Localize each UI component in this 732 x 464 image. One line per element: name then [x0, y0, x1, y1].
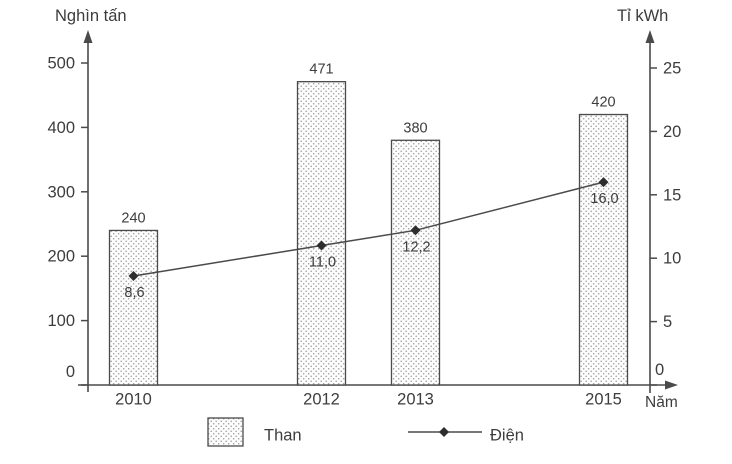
line-point-2015 — [598, 177, 609, 188]
right-axis-tick-label: 20 — [663, 123, 681, 141]
left-axis-tick-label: 200 — [47, 248, 75, 266]
line-point-label: 12,2 — [402, 239, 430, 255]
line-point-label: 16,0 — [590, 191, 618, 207]
bar-value-label: 380 — [403, 120, 427, 136]
bar-than-2010 — [108, 229, 159, 386]
bar-than-2013 — [390, 139, 441, 386]
bar-value-label: 471 — [309, 62, 333, 78]
bar-than-2012 — [296, 81, 347, 386]
right-axis-arrowhead — [645, 30, 655, 43]
right-axis-tick-label: 5 — [663, 313, 672, 331]
line-series-điện — [133, 181, 604, 277]
left-axis-tick-label: 0 — [66, 363, 75, 381]
line-point-label: 11,0 — [309, 255, 336, 271]
left-axis-tick-label: 300 — [47, 183, 75, 201]
left-axis-tick-label: 500 — [47, 55, 75, 73]
x-axis-arrowhead — [665, 380, 678, 390]
left-axis-tick-label: 100 — [47, 312, 75, 330]
left-axis-arrowhead — [83, 30, 93, 43]
legend-dien-label: Điện — [490, 427, 524, 445]
line-point-2012 — [316, 240, 327, 251]
bar-value-label: 240 — [121, 210, 145, 226]
left-axis-title: Nghìn tấn — [55, 7, 127, 25]
bar-than-2015 — [578, 113, 629, 386]
x-tick-label-2013: 2013 — [397, 391, 434, 409]
line-point-label: 8,6 — [124, 285, 144, 301]
right-axis-tick-label: 25 — [663, 60, 681, 78]
right-axis-tick-label: 15 — [663, 186, 681, 204]
x-tick-label-2012: 2012 — [303, 391, 340, 409]
x-axis-title: Năm — [645, 394, 678, 411]
right-axis-title: Tỉ kWh — [617, 7, 668, 25]
x-tick-label-2015: 2015 — [585, 391, 622, 409]
line-point-2013 — [410, 225, 421, 236]
legend-than-label: Than — [264, 427, 302, 445]
right-axis-tick-label: 10 — [663, 250, 681, 268]
x-tick-label-2010: 2010 — [115, 391, 152, 409]
left-axis-tick-label: 400 — [47, 119, 75, 137]
legend-dien-diamond-icon — [439, 427, 449, 437]
line-point-2010 — [128, 270, 139, 281]
bar-value-label: 420 — [591, 95, 615, 111]
right-axis-tick-label: 0 — [655, 361, 664, 379]
legend-than-swatch — [207, 417, 244, 447]
